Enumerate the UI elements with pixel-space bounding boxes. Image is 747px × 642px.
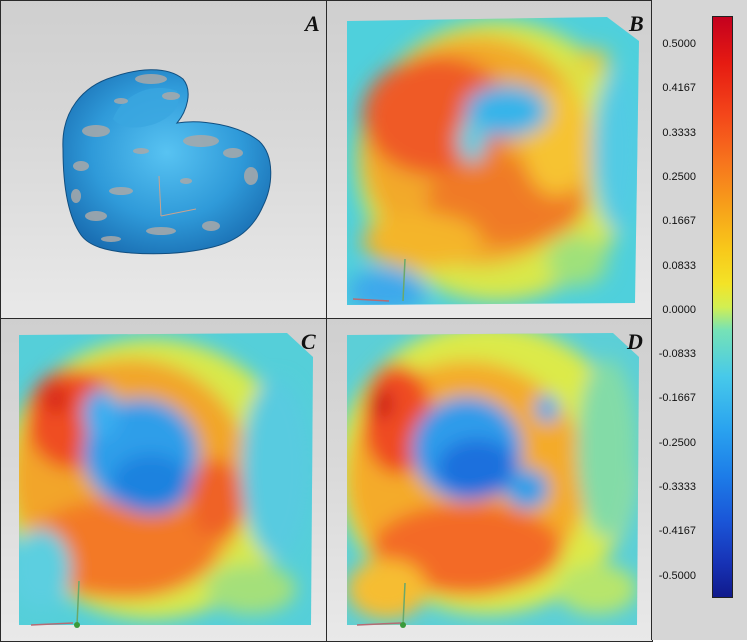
colorbar-tick-label: 0.5000	[662, 38, 696, 50]
deviation-map-b	[347, 17, 639, 305]
colorbar-tick-label: 0.0000	[662, 303, 696, 316]
panel-label: D	[627, 329, 643, 354]
colorbar-tick-label: -0.0833	[658, 348, 696, 361]
colorbar-strip	[712, 16, 733, 598]
colorbar-panel: 0.5000 0.4167 0.3333 0.2500 0.1667 0.0833 0.00…	[651, 0, 747, 640]
deviation-map-c	[19, 333, 313, 628]
colorbar-tick-label: 0.4167	[662, 82, 696, 95]
panel-c: C	[0, 318, 328, 642]
colorbar-tick-label: 0.1667	[662, 215, 696, 228]
colorbar-tick-label: -0.3333	[658, 481, 696, 493]
colorbar-tick-label: -0.4167	[658, 525, 696, 538]
panel-d: D	[326, 318, 653, 642]
colorbar-tick-label: 0.0833	[662, 259, 696, 272]
panel-a: A	[0, 0, 328, 320]
colorbar-tick-label: -0.2500	[658, 436, 696, 449]
hip-socket-3d-model	[62, 69, 272, 255]
panel-label: A	[305, 11, 320, 36]
colorbar-tick-label: -0.5000	[658, 569, 696, 582]
panel-label: C	[301, 329, 316, 354]
deviation-map-d	[347, 333, 639, 628]
panel-b: B	[326, 0, 653, 320]
panel-label: B	[629, 11, 644, 36]
colorbar-tick-label: -0.1667	[658, 392, 696, 405]
colorbar-tick-label: 0.3333	[662, 126, 696, 139]
colorbar-tick-label: 0.2500	[662, 170, 696, 183]
